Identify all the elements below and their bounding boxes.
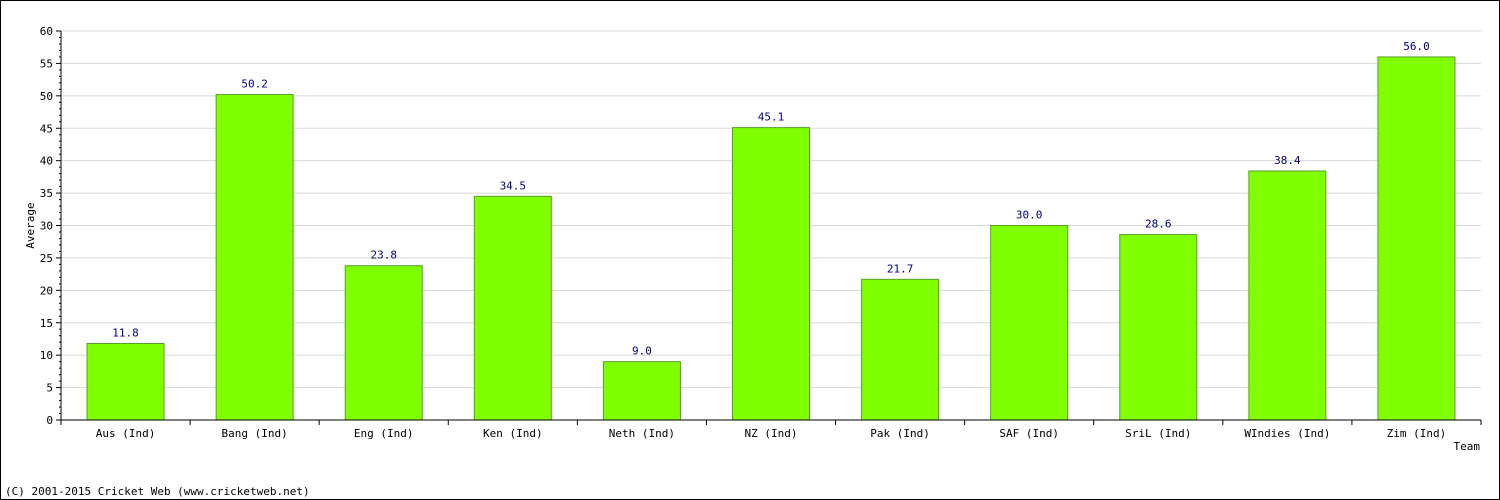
data-labels: 11.8 50.2 23.8 34.5 9.0 45.1 21.7 30.0 28.6 38.4 5…: [112, 40, 1429, 358]
data-label: 30.0: [1016, 209, 1043, 222]
bar: [1248, 170, 1327, 421]
y-tick-label: 40: [40, 155, 53, 168]
data-label: 56.0: [1403, 40, 1430, 53]
data-label: 38.4: [1274, 154, 1301, 167]
x-tick-label: Bang (Ind): [222, 427, 288, 440]
bar: [602, 361, 681, 421]
y-tick-label: 5: [46, 382, 53, 395]
data-label: 21.7: [887, 262, 914, 275]
y-axis-ticks: 0 5 10 15 20 25 30 35 40 45 50 55 60: [40, 25, 61, 427]
bar: [344, 265, 423, 421]
y-axis-title: Average: [24, 202, 37, 248]
bars: [86, 56, 1456, 421]
bar: [732, 127, 810, 421]
x-tick-label: SAF (Ind): [999, 427, 1059, 440]
bar: [1377, 56, 1456, 421]
x-axis-ticks: Aus (Ind) Bang (Ind) Eng (Ind) Ken (Ind) Net…: [60, 420, 1482, 440]
y-tick-label: 15: [40, 317, 53, 330]
x-tick-label: Pak (Ind): [870, 427, 930, 440]
y-tick-label: 45: [40, 122, 53, 135]
x-tick-label: Ken (Ind): [483, 427, 543, 440]
bar: [1119, 234, 1198, 421]
y-tick-label: 55: [40, 57, 53, 70]
y-tick-label: 20: [40, 284, 53, 297]
x-tick-label: Neth (Ind): [609, 427, 675, 440]
bar: [215, 94, 294, 421]
x-tick-label: Eng (Ind): [354, 427, 414, 440]
x-axis-title: Team: [1454, 440, 1481, 453]
data-label: 9.0: [632, 345, 652, 358]
data-label: 28.6: [1145, 218, 1172, 231]
y-tick-label: 60: [40, 25, 53, 38]
x-tick-label: WIndies (Ind): [1244, 427, 1330, 440]
copyright-text: (C) 2001-2015 Cricket Web (www.cricketwe…: [5, 485, 310, 498]
bar: [990, 225, 1069, 421]
bar: [473, 195, 552, 421]
y-tick-label: 0: [46, 414, 53, 427]
y-tick-label: 35: [40, 187, 53, 200]
data-label: 45.1: [758, 111, 785, 124]
y-tick-label: 50: [40, 90, 53, 103]
bar: [86, 342, 165, 421]
x-tick-label: Aus (Ind): [96, 427, 156, 440]
data-label: 50.2: [241, 78, 268, 91]
data-label: 34.5: [500, 179, 527, 192]
bar: [861, 278, 940, 421]
data-label: 11.8: [112, 326, 139, 339]
y-tick-label: 25: [40, 252, 53, 265]
x-tick-label: NZ (Ind): [745, 427, 798, 440]
data-label: 23.8: [370, 249, 397, 262]
y-tick-label: 30: [40, 220, 53, 233]
y-tick-label: 10: [40, 349, 53, 362]
x-tick-label: Zim (Ind): [1387, 427, 1447, 440]
x-tick-label: SriL (Ind): [1125, 427, 1191, 440]
